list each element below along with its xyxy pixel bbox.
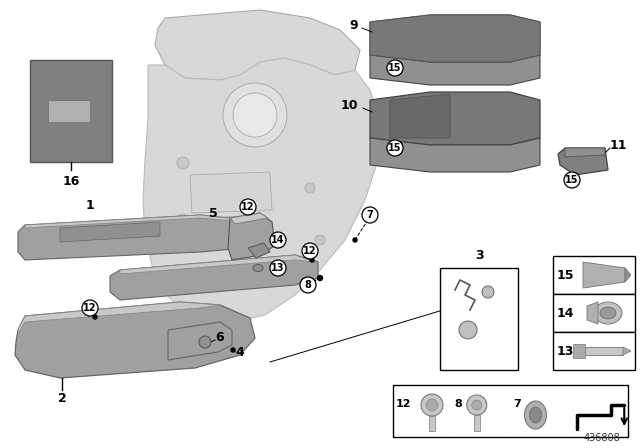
Circle shape bbox=[300, 277, 316, 293]
Polygon shape bbox=[583, 262, 625, 288]
Circle shape bbox=[353, 238, 357, 242]
Polygon shape bbox=[30, 60, 112, 162]
Ellipse shape bbox=[594, 302, 622, 324]
Text: 15: 15 bbox=[557, 268, 575, 281]
Polygon shape bbox=[248, 243, 270, 258]
Polygon shape bbox=[60, 222, 160, 242]
Text: 1: 1 bbox=[86, 199, 94, 212]
Polygon shape bbox=[143, 58, 380, 322]
Polygon shape bbox=[110, 255, 318, 300]
Bar bbox=[440, 268, 518, 370]
Text: 6: 6 bbox=[215, 331, 223, 344]
Circle shape bbox=[564, 172, 580, 188]
Bar bbox=[553, 256, 635, 294]
Text: 436808: 436808 bbox=[583, 433, 620, 443]
Circle shape bbox=[223, 83, 287, 147]
Circle shape bbox=[362, 207, 378, 223]
Polygon shape bbox=[25, 215, 260, 228]
Circle shape bbox=[305, 183, 315, 193]
Text: 15: 15 bbox=[388, 63, 402, 73]
Circle shape bbox=[177, 214, 189, 226]
Circle shape bbox=[302, 243, 318, 259]
Circle shape bbox=[233, 93, 277, 137]
Text: 12: 12 bbox=[396, 399, 412, 409]
Polygon shape bbox=[168, 322, 232, 360]
Text: 12: 12 bbox=[303, 246, 317, 256]
Polygon shape bbox=[625, 268, 631, 282]
Text: 12: 12 bbox=[241, 202, 255, 212]
Polygon shape bbox=[18, 215, 260, 260]
Circle shape bbox=[199, 336, 211, 348]
Bar bbox=[48, 100, 90, 122]
Bar bbox=[429, 416, 435, 431]
Text: 13: 13 bbox=[557, 345, 574, 358]
Text: 12: 12 bbox=[83, 303, 97, 313]
Circle shape bbox=[93, 315, 97, 319]
Text: 15: 15 bbox=[565, 175, 579, 185]
Circle shape bbox=[467, 395, 487, 415]
Text: 9: 9 bbox=[349, 18, 358, 31]
Text: 8: 8 bbox=[305, 280, 312, 290]
Bar bbox=[553, 332, 635, 370]
Circle shape bbox=[317, 276, 323, 280]
Text: 13: 13 bbox=[271, 263, 285, 273]
Circle shape bbox=[421, 394, 443, 416]
Polygon shape bbox=[370, 55, 540, 85]
Polygon shape bbox=[15, 302, 255, 378]
Text: 7: 7 bbox=[513, 399, 521, 409]
Text: 14: 14 bbox=[271, 235, 285, 245]
Polygon shape bbox=[18, 302, 220, 334]
Polygon shape bbox=[200, 215, 267, 248]
Circle shape bbox=[177, 157, 189, 169]
Circle shape bbox=[387, 60, 403, 76]
Circle shape bbox=[270, 232, 286, 248]
Text: 4: 4 bbox=[235, 345, 244, 358]
Circle shape bbox=[82, 300, 98, 316]
Polygon shape bbox=[370, 138, 540, 172]
Text: 3: 3 bbox=[475, 249, 483, 262]
Bar bbox=[573, 344, 585, 358]
Circle shape bbox=[472, 400, 482, 410]
Bar bbox=[474, 415, 480, 431]
Circle shape bbox=[231, 348, 235, 352]
Text: 11: 11 bbox=[610, 138, 627, 151]
Circle shape bbox=[240, 199, 256, 215]
Bar bbox=[553, 294, 635, 332]
Circle shape bbox=[387, 140, 403, 156]
Polygon shape bbox=[120, 255, 315, 274]
Polygon shape bbox=[230, 213, 268, 224]
Circle shape bbox=[426, 399, 438, 411]
Circle shape bbox=[270, 260, 286, 276]
Text: 7: 7 bbox=[367, 210, 373, 220]
Text: 14: 14 bbox=[557, 306, 575, 319]
Ellipse shape bbox=[253, 264, 263, 271]
Polygon shape bbox=[370, 15, 540, 62]
Bar bbox=[575, 347, 623, 355]
Polygon shape bbox=[370, 92, 540, 145]
Text: 8: 8 bbox=[455, 399, 463, 409]
Polygon shape bbox=[370, 15, 540, 62]
Text: 10: 10 bbox=[340, 99, 358, 112]
Ellipse shape bbox=[525, 401, 547, 429]
Bar bbox=[393, 385, 628, 437]
Polygon shape bbox=[155, 10, 360, 80]
Circle shape bbox=[310, 258, 314, 262]
Text: 5: 5 bbox=[209, 207, 218, 220]
Polygon shape bbox=[565, 148, 605, 157]
Polygon shape bbox=[623, 347, 631, 355]
Polygon shape bbox=[558, 148, 608, 175]
Polygon shape bbox=[390, 94, 450, 138]
Ellipse shape bbox=[529, 407, 541, 423]
Text: 2: 2 bbox=[58, 392, 67, 405]
Ellipse shape bbox=[600, 307, 616, 319]
Text: 15: 15 bbox=[388, 143, 402, 153]
Circle shape bbox=[482, 286, 494, 298]
Text: 16: 16 bbox=[62, 175, 80, 188]
Circle shape bbox=[459, 321, 477, 339]
Polygon shape bbox=[587, 302, 598, 324]
Polygon shape bbox=[190, 172, 272, 213]
Circle shape bbox=[315, 235, 325, 245]
Polygon shape bbox=[228, 213, 275, 260]
